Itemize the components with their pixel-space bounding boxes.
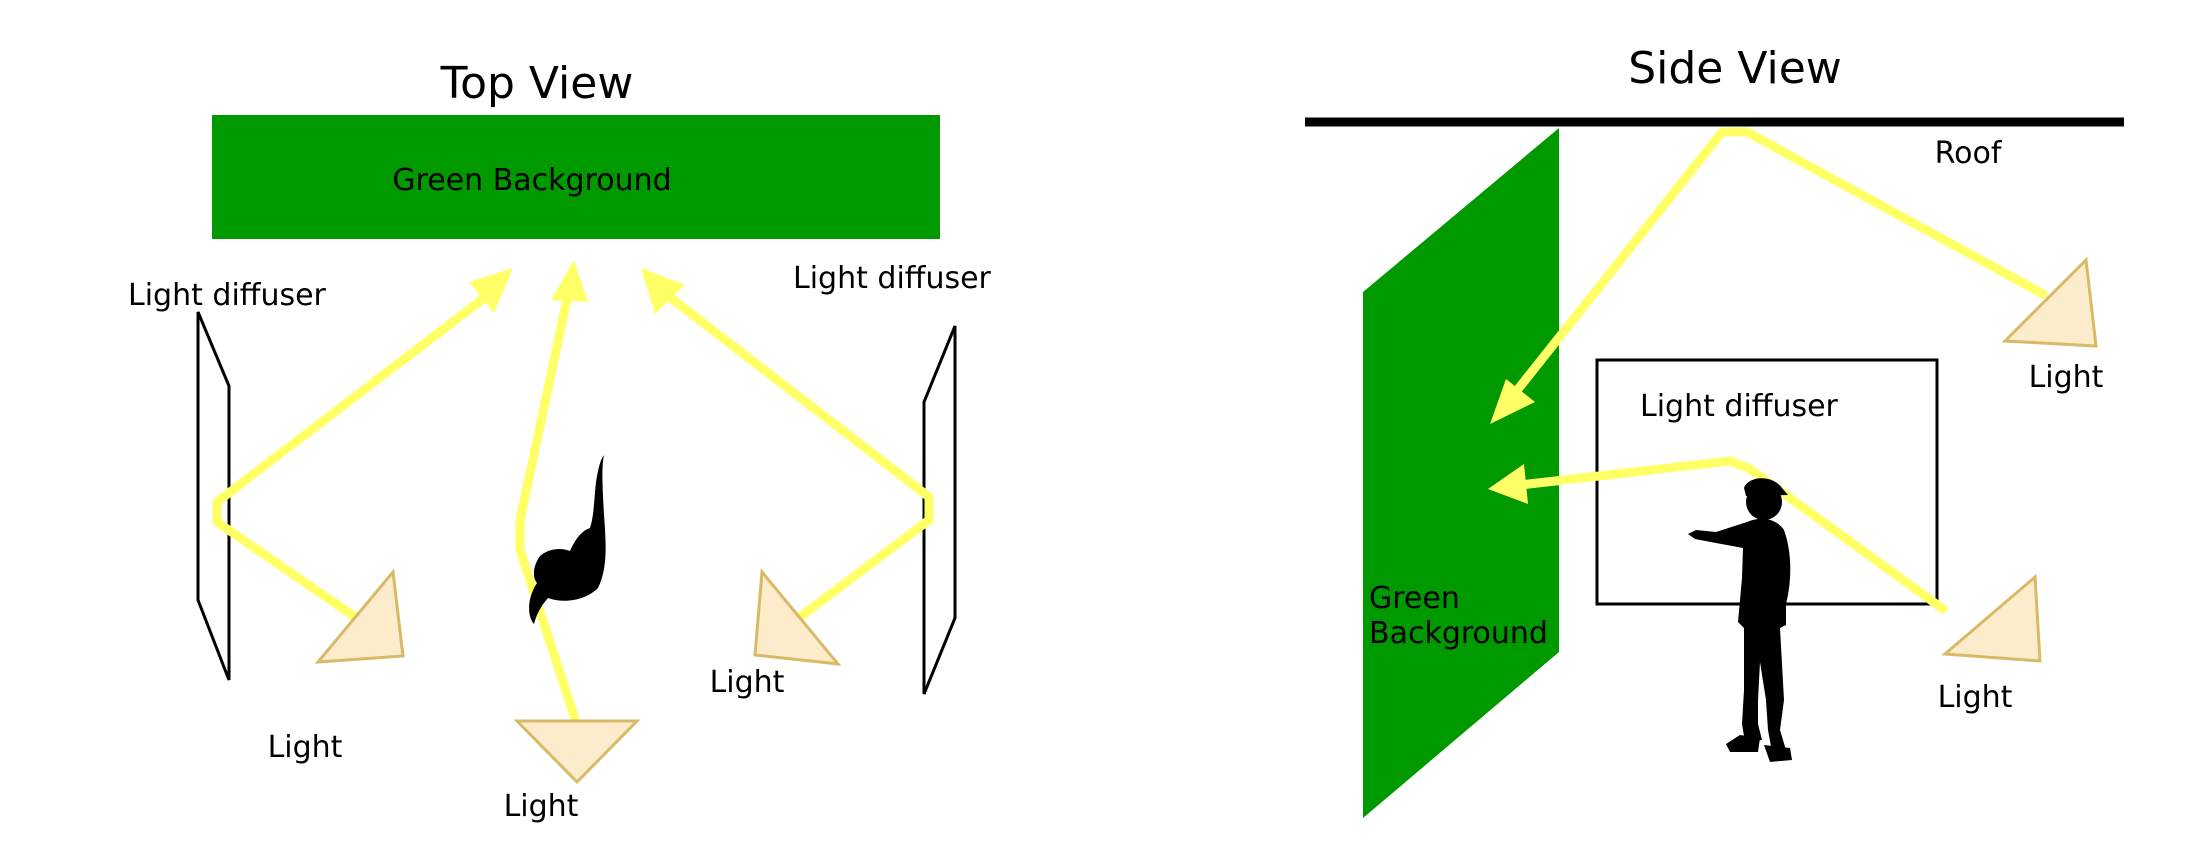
roof-label: Roof <box>1935 136 2003 171</box>
side-bottom-light-icon <box>1941 573 2042 663</box>
side-top-light-label: Light <box>2029 360 2104 395</box>
top-left-light-ray <box>212 290 493 622</box>
side-bottom-light-label: Light <box>1938 680 2013 715</box>
side-diffuser-ray-arrowhead <box>1488 464 1528 504</box>
top-green-background <box>212 115 940 239</box>
top-right-ray-arrowhead <box>641 268 685 314</box>
side-green-background-label-line2: Background <box>1369 616 1548 651</box>
side-top-light-icon <box>2001 256 2098 348</box>
side-view-title: Side View <box>1628 43 1842 94</box>
top-left-ray-arrowhead <box>469 268 513 313</box>
top-right-light-ray <box>662 290 934 622</box>
top-right-diffuser <box>922 325 957 695</box>
top-view: Top View Green Background Light diffuser… <box>128 58 992 824</box>
side-roof-ray-arrowhead <box>1490 379 1535 424</box>
top-center-ray-arrowhead <box>551 260 588 302</box>
side-green-background <box>1363 128 1559 818</box>
side-person-silhouette <box>1688 478 1792 762</box>
side-roof-bounce-ray <box>1510 127 2048 398</box>
top-center-light-label: Light <box>504 789 579 824</box>
top-green-background-label: Green Background <box>392 163 671 198</box>
top-left-light-icon <box>314 568 405 664</box>
top-center-light-ray <box>515 290 581 727</box>
top-person-silhouette <box>529 455 606 624</box>
side-diffuser-ray <box>1515 456 1948 614</box>
top-left-diffuser-label: Light diffuser <box>128 278 327 313</box>
top-view-title: Top View <box>440 58 634 109</box>
top-right-diffuser-label: Light diffuser <box>793 261 992 296</box>
top-right-light-icon <box>753 568 842 666</box>
side-green-background-label-line1: Green <box>1369 581 1460 616</box>
top-right-light-label: Light <box>710 665 785 700</box>
side-light-diffuser-label: Light diffuser <box>1640 389 1839 424</box>
side-view: Side View Roof Green Background Light di… <box>1305 43 2124 818</box>
top-left-light-label: Light <box>268 730 343 765</box>
top-left-diffuser <box>196 311 231 681</box>
top-center-light-icon <box>513 719 641 785</box>
